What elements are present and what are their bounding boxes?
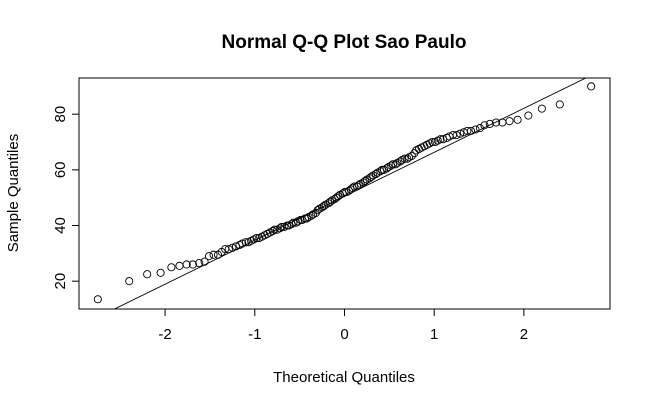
data-point (371, 169, 380, 179)
data-point (313, 206, 322, 215)
x-tick-label: 1 (430, 326, 438, 343)
x-axis-label: Theoretical Quantiles (273, 369, 415, 386)
data-point (326, 197, 335, 206)
data-point (407, 151, 416, 160)
data-point (200, 257, 209, 266)
data-point (205, 252, 214, 261)
data-point (175, 261, 184, 270)
data-point (466, 126, 476, 135)
data-point (391, 160, 400, 169)
y-tick-label: 20 (52, 273, 69, 290)
data-point (513, 115, 522, 124)
data-point (167, 263, 176, 272)
x-tick-label: -1 (248, 326, 261, 343)
data-point (396, 157, 405, 166)
data-point (403, 154, 412, 163)
data-point (268, 227, 277, 236)
x-tick-label: 0 (340, 326, 348, 343)
data-point (238, 239, 247, 248)
data-point (505, 117, 514, 126)
data-point (334, 192, 343, 201)
chart-title: Normal Q-Q Plot Sao Paulo (222, 32, 467, 53)
y-tick-label: 80 (52, 106, 69, 123)
data-point (302, 214, 311, 223)
data-point (382, 164, 391, 173)
y-tick-label: 40 (52, 217, 69, 234)
data-point (224, 245, 233, 254)
data-point (188, 260, 197, 269)
data-point (492, 118, 501, 127)
data-point (143, 270, 152, 279)
data-point (400, 154, 409, 163)
data-point (361, 176, 370, 186)
data-point (252, 233, 261, 243)
data-point (93, 295, 102, 304)
data-point (125, 277, 134, 286)
data-point (367, 172, 376, 181)
data-point (480, 121, 489, 130)
points-layer (93, 82, 596, 304)
x-axis: -2 -1 0 1 2 (158, 309, 528, 343)
data-point (463, 126, 472, 135)
x-tick-label: -2 (158, 326, 171, 343)
y-tick-label: 60 (52, 161, 69, 178)
y-axis-label: Sample Quantiles (5, 134, 22, 252)
data-point (319, 201, 328, 211)
data-point (241, 238, 250, 247)
data-point (209, 250, 218, 259)
data-point (456, 129, 465, 138)
data-point (452, 131, 461, 140)
data-point (428, 137, 437, 147)
y-axis: 20 40 60 80 (52, 106, 79, 290)
data-point (475, 124, 484, 133)
data-point (289, 218, 298, 227)
data-point (524, 111, 533, 120)
data-point (354, 181, 363, 190)
x-tick-label: 2 (520, 326, 528, 343)
data-point (537, 104, 546, 113)
data-point (270, 225, 279, 234)
data-point (195, 259, 204, 268)
data-point (228, 243, 237, 252)
data-point (388, 160, 397, 169)
data-point (471, 125, 480, 134)
data-point (485, 119, 494, 128)
data-point (156, 268, 165, 277)
data-point (275, 224, 284, 233)
data-point (436, 135, 445, 144)
data-point (182, 260, 191, 269)
data-point (587, 82, 596, 91)
data-point (555, 100, 564, 109)
data-point (307, 211, 316, 220)
